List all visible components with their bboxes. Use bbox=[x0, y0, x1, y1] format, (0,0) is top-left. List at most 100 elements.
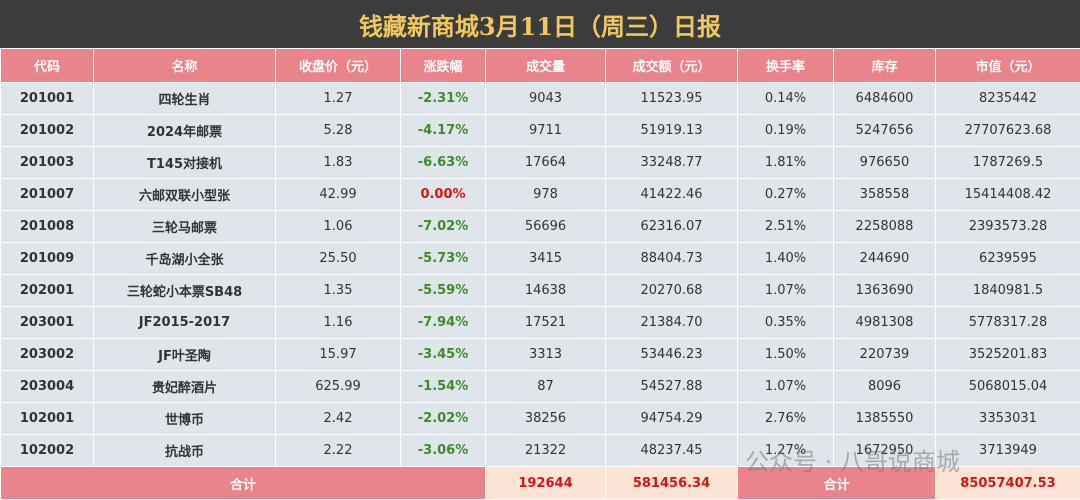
header-cell: 市值（元） bbox=[935, 48, 1080, 83]
table-cell: 3713949 bbox=[935, 434, 1080, 467]
table-cell: 世博币 bbox=[93, 402, 276, 435]
table-cell: 202001 bbox=[0, 274, 94, 307]
table-cell: 38256 bbox=[485, 402, 606, 435]
table-cell: 2.42 bbox=[275, 402, 401, 435]
table-cell: 1672950 bbox=[833, 434, 936, 467]
footer-amount: 581456.34 bbox=[605, 466, 738, 500]
table-cell: 3415 bbox=[485, 242, 606, 275]
table-cell: 1.07% bbox=[737, 274, 834, 307]
report-table: 代码 名称 收盘价（元） 涨跌幅 成交量 成交额（元） 换手率 库存 市值（元） 201001 四… bbox=[0, 48, 1080, 500]
table-cell: 2024年邮票 bbox=[93, 114, 276, 147]
footer-label: 合计 bbox=[737, 466, 936, 500]
table-cell: -3.06% bbox=[400, 434, 486, 467]
table-cell: 1363690 bbox=[833, 274, 936, 307]
header-cell: 收盘价（元） bbox=[275, 48, 401, 83]
table-cell: 20270.68 bbox=[605, 274, 738, 307]
title: 钱藏新商城3月11日（周三）日报 bbox=[0, 0, 1080, 48]
table-cell: 14638 bbox=[485, 274, 606, 307]
table-cell: 5778317.28 bbox=[935, 306, 1080, 339]
table-cell: 抗战币 bbox=[93, 434, 276, 467]
footer-market-value: 85057407.53 bbox=[935, 466, 1080, 500]
table-cell: 贵妃醉酒片 bbox=[93, 370, 276, 403]
footer-row: 合计 192644 581456.34 合计 85057407.53 bbox=[0, 466, 1080, 500]
table-cell: 56696 bbox=[485, 210, 606, 243]
table-cell: 220739 bbox=[833, 338, 936, 371]
header-cell: 成交额（元） bbox=[605, 48, 738, 83]
table-cell: 102002 bbox=[0, 434, 94, 467]
table-cell: 201001 bbox=[0, 82, 94, 115]
table-cell: 1.07% bbox=[737, 370, 834, 403]
table-cell: 978 bbox=[485, 178, 606, 211]
table-cell: 27707623.68 bbox=[935, 114, 1080, 147]
table-cell: 8235442 bbox=[935, 82, 1080, 115]
table-cell: 94754.29 bbox=[605, 402, 738, 435]
table-cell: 15.97 bbox=[275, 338, 401, 371]
table-cell: 358558 bbox=[833, 178, 936, 211]
table-cell: 四轮生肖 bbox=[93, 82, 276, 115]
table-cell: 6239595 bbox=[935, 242, 1080, 275]
table-cell: -7.94% bbox=[400, 306, 486, 339]
table-row: 201003 T145对接机 1.83 -6.63% 17664 33248.77 1.81… bbox=[0, 146, 1080, 179]
table-cell: 201002 bbox=[0, 114, 94, 147]
table-cell: 1.50% bbox=[737, 338, 834, 371]
table-cell: 0.14% bbox=[737, 82, 834, 115]
table-row: 102001 世博币 2.42 -2.02% 38256 94754.29 2.76% 138… bbox=[0, 402, 1080, 435]
table-cell: 3313 bbox=[485, 338, 606, 371]
table-cell: 9043 bbox=[485, 82, 606, 115]
table-cell: 2393573.28 bbox=[935, 210, 1080, 243]
table-row: 201001 四轮生肖 1.27 -2.31% 9043 11523.95 0.14% 648… bbox=[0, 82, 1080, 115]
table-cell: 11523.95 bbox=[605, 82, 738, 115]
table-cell: -2.02% bbox=[400, 402, 486, 435]
table-cell: 1787269.5 bbox=[935, 146, 1080, 179]
table-cell: 54527.88 bbox=[605, 370, 738, 403]
table-cell: 1.81% bbox=[737, 146, 834, 179]
watermark: 公众号 · 八哥说商城 bbox=[745, 448, 960, 476]
table-cell: 201009 bbox=[0, 242, 94, 275]
header-cell: 涨跌幅 bbox=[400, 48, 486, 83]
table-cell: 21322 bbox=[485, 434, 606, 467]
table-cell: 5068015.04 bbox=[935, 370, 1080, 403]
table-cell: -5.59% bbox=[400, 274, 486, 307]
table-cell: 41422.46 bbox=[605, 178, 738, 211]
table-cell: -4.17% bbox=[400, 114, 486, 147]
table-cell: 33248.77 bbox=[605, 146, 738, 179]
table-cell: 102001 bbox=[0, 402, 94, 435]
table-cell: 53446.23 bbox=[605, 338, 738, 371]
table-cell: JF2015-2017 bbox=[93, 306, 276, 339]
table-cell: 201008 bbox=[0, 210, 94, 243]
table-row: 201007 六邮双联小型张 42.99 0.00% 978 41422.46 0.27% 3… bbox=[0, 178, 1080, 211]
table-cell: 625.99 bbox=[275, 370, 401, 403]
header-cell: 库存 bbox=[833, 48, 936, 83]
table-cell: 25.50 bbox=[275, 242, 401, 275]
table-cell: 0.00% bbox=[400, 178, 486, 211]
table-cell: 2258088 bbox=[833, 210, 936, 243]
header-cell: 换手率 bbox=[737, 48, 834, 83]
table-cell: JF叶圣陶 bbox=[93, 338, 276, 371]
table-cell: 0.27% bbox=[737, 178, 834, 211]
table-cell: -5.73% bbox=[400, 242, 486, 275]
table-cell: 六邮双联小型张 bbox=[93, 178, 276, 211]
table-cell: 42.99 bbox=[275, 178, 401, 211]
table-cell: 1.27% bbox=[737, 434, 834, 467]
header-cell: 成交量 bbox=[485, 48, 606, 83]
table-cell: 2.51% bbox=[737, 210, 834, 243]
header-cell: 名称 bbox=[93, 48, 276, 83]
table-cell: 3525201.83 bbox=[935, 338, 1080, 371]
table-cell: 2.22 bbox=[275, 434, 401, 467]
table-row: 201008 三轮马邮票 1.06 -7.02% 56696 62316.07 2.51% 2… bbox=[0, 210, 1080, 243]
table-cell: 21384.70 bbox=[605, 306, 738, 339]
table-row: 102002 抗战币 2.22 -3.06% 21322 48237.45 1.27% 167… bbox=[0, 434, 1080, 467]
table-cell: 48237.45 bbox=[605, 434, 738, 467]
table-cell: 203001 bbox=[0, 306, 94, 339]
table-cell: 17664 bbox=[485, 146, 606, 179]
table-cell: 1.40% bbox=[737, 242, 834, 275]
table-cell: 三轮蛇小本票SB48 bbox=[93, 274, 276, 307]
table-cell: 201003 bbox=[0, 146, 94, 179]
table-row: 202001 三轮蛇小本票SB48 1.35 -5.59% 14638 20270.68 1… bbox=[0, 274, 1080, 307]
header-cell: 代码 bbox=[0, 48, 94, 83]
table-row: 201002 2024年邮票 5.28 -4.17% 9711 51919.13 0.19%… bbox=[0, 114, 1080, 147]
table-cell: 203004 bbox=[0, 370, 94, 403]
table-cell: 9711 bbox=[485, 114, 606, 147]
footer-volume: 192644 bbox=[485, 466, 606, 500]
